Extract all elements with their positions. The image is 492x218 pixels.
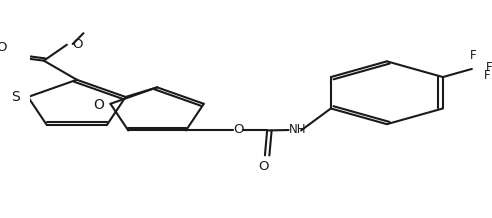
Text: O: O — [233, 123, 244, 136]
Text: O: O — [93, 98, 104, 112]
Text: NH: NH — [289, 123, 306, 136]
Text: F: F — [484, 69, 491, 82]
Text: O: O — [258, 160, 269, 173]
Text: S: S — [11, 90, 20, 104]
Text: F: F — [486, 61, 492, 74]
Text: F: F — [469, 49, 476, 62]
Text: O: O — [0, 41, 7, 54]
Text: O: O — [72, 38, 83, 51]
